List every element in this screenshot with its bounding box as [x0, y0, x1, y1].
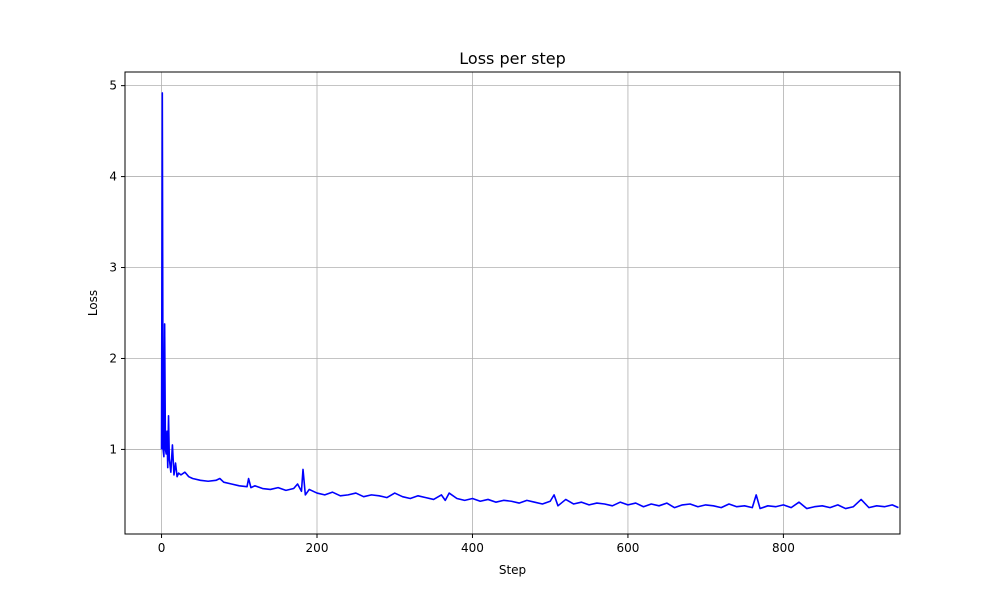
- x-axis-label: Step: [499, 563, 526, 577]
- series-layer: [160, 92, 899, 510]
- y-axis: 1 2 3 4 5: [109, 79, 125, 456]
- x-tick-label: 800: [772, 541, 795, 555]
- x-axis: 0 200 400 600 800: [158, 534, 795, 555]
- x-tick-label: 200: [306, 541, 329, 555]
- x-tick-label: 600: [616, 541, 639, 555]
- plot-frame: [124, 71, 901, 535]
- y-axis-label: Loss: [86, 290, 100, 316]
- chart-title: Loss per step: [459, 49, 565, 68]
- grid: [125, 72, 900, 534]
- y-tick-label: 3: [109, 261, 117, 275]
- y-tick-label: 5: [109, 79, 117, 93]
- y-tick-label: 4: [109, 170, 117, 184]
- x-tick-label: 0: [158, 541, 166, 555]
- x-tick-label: 400: [461, 541, 484, 555]
- y-tick-label: 1: [109, 442, 117, 456]
- loss-series-line: [160, 92, 899, 510]
- y-tick-label: 2: [109, 351, 117, 365]
